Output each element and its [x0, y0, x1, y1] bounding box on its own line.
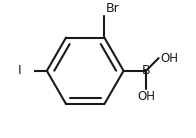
Text: OH: OH — [137, 90, 155, 103]
Text: OH: OH — [160, 52, 178, 65]
Text: Br: Br — [106, 2, 119, 15]
Text: I: I — [18, 64, 21, 77]
Text: B: B — [142, 64, 150, 77]
